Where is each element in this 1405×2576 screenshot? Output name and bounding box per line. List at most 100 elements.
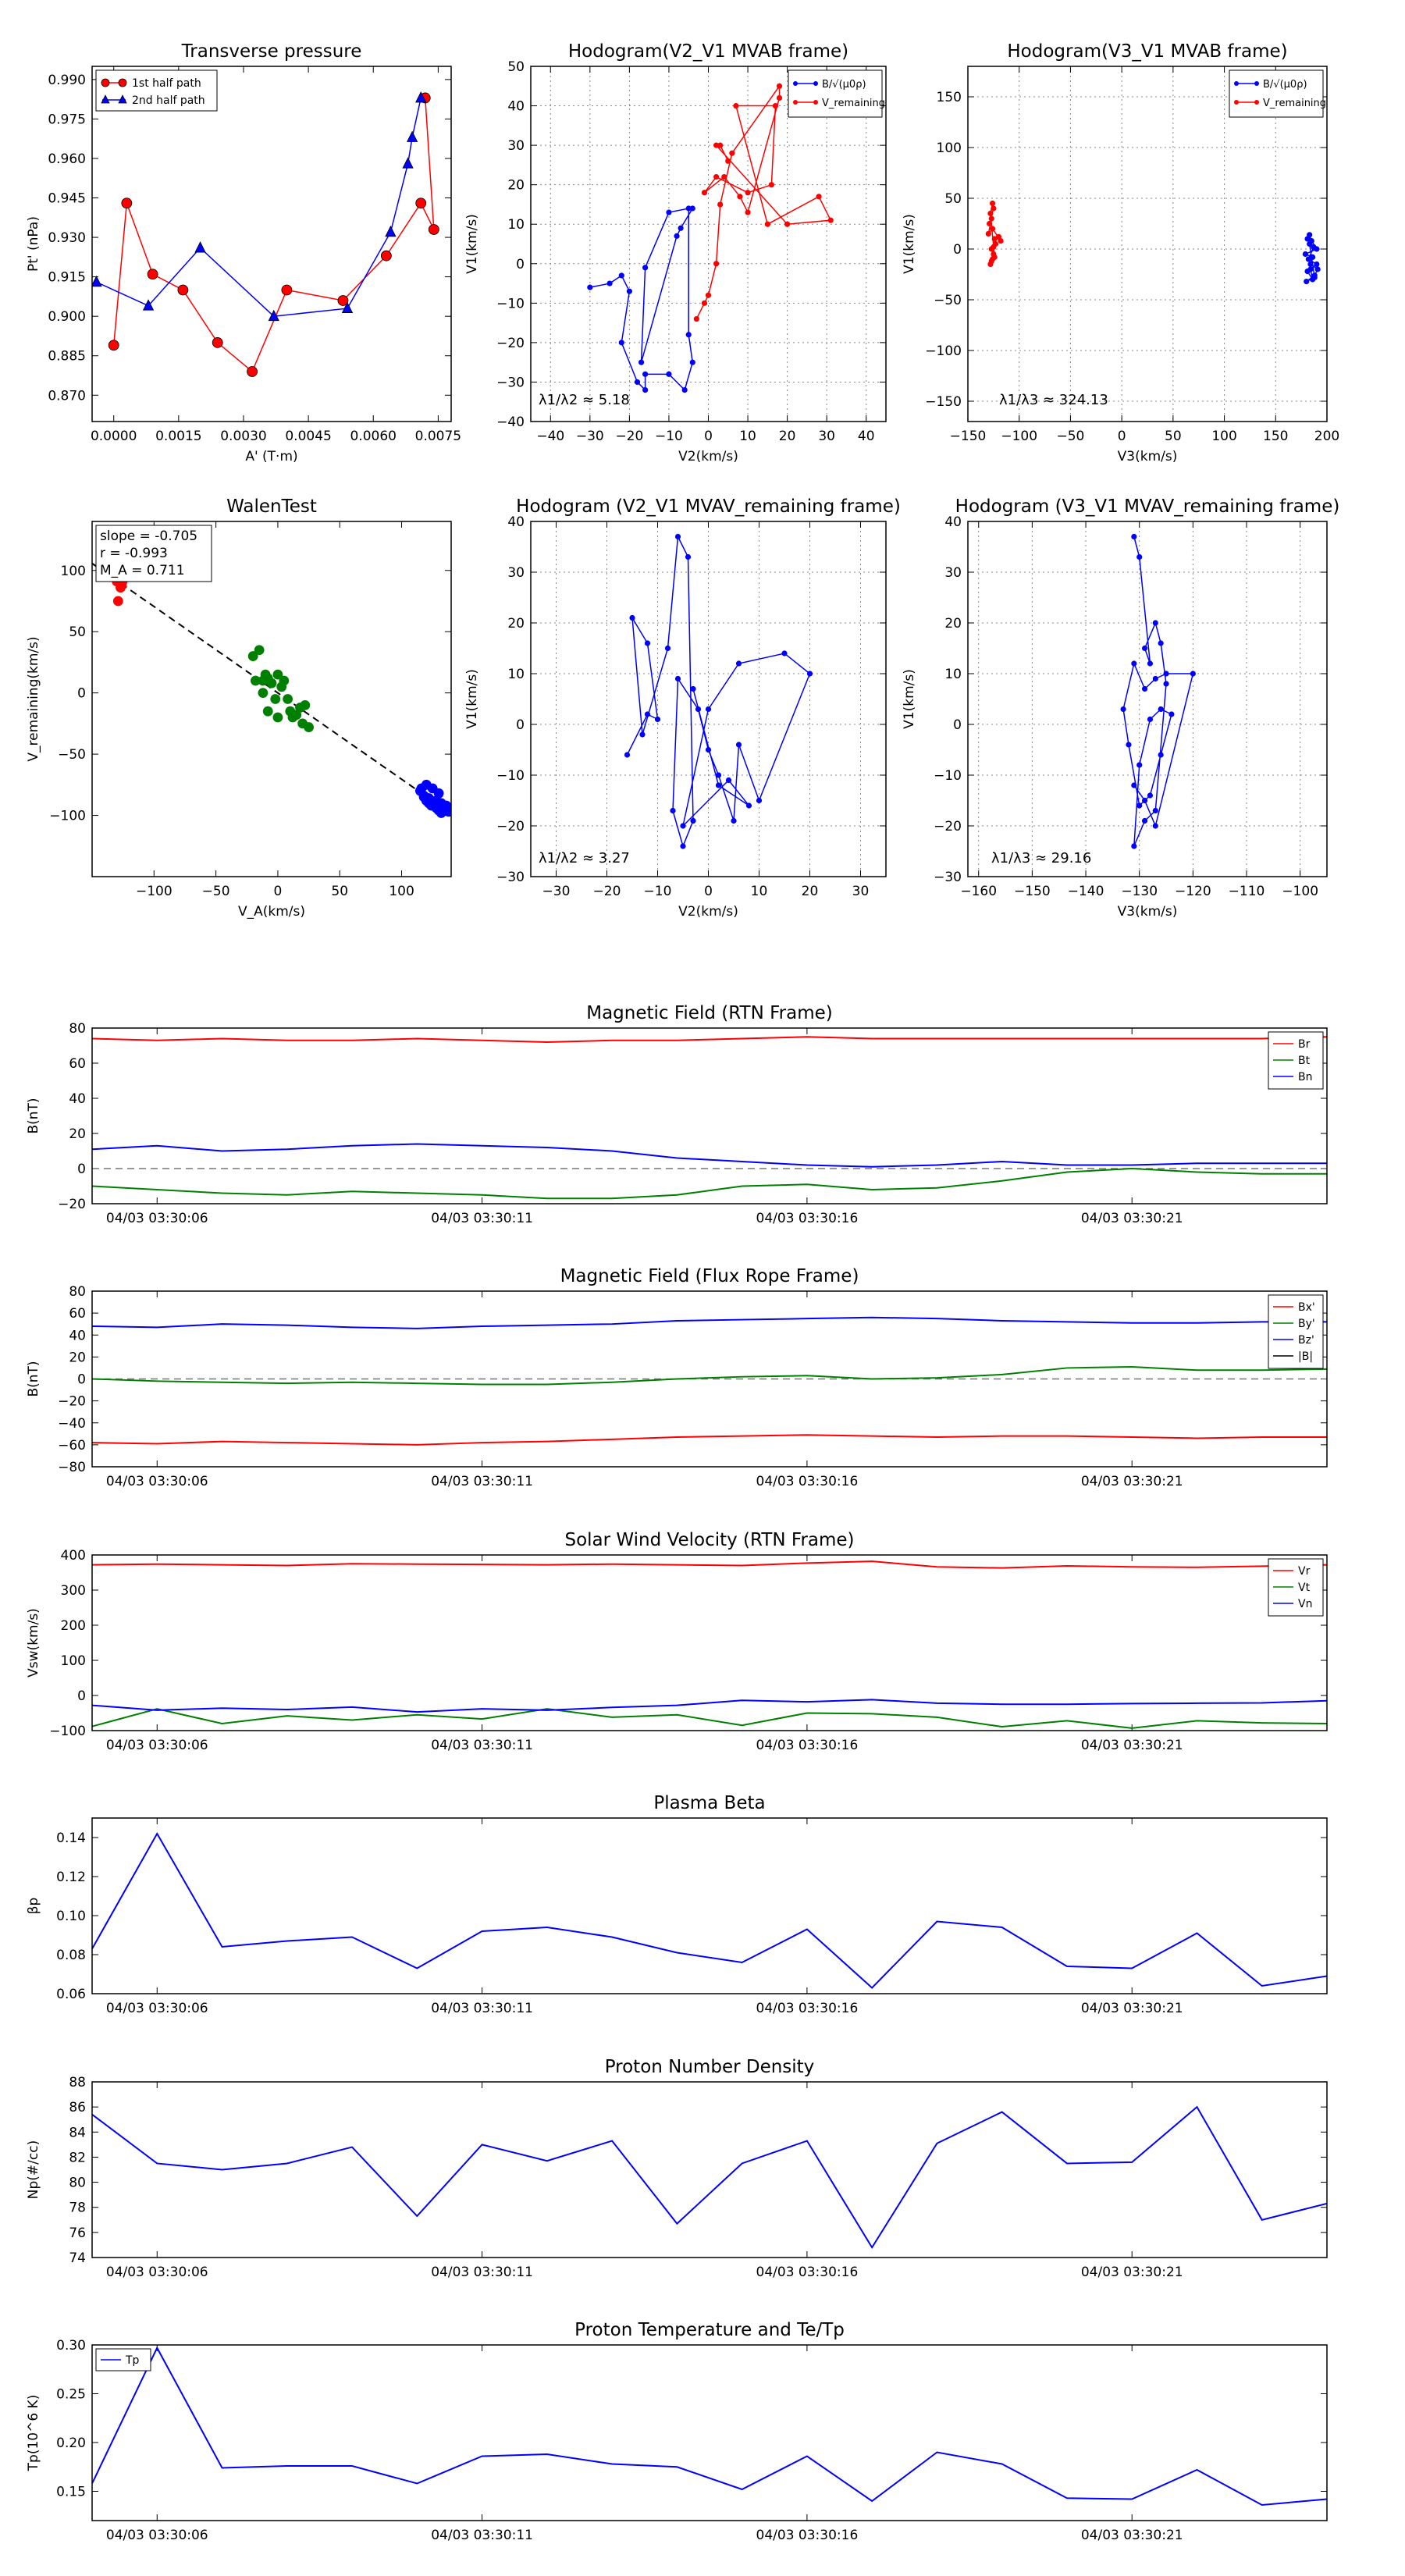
y-tick-label: −20 [496, 819, 525, 834]
x-tick-label: 50 [1165, 429, 1182, 444]
y-tick-label: 86 [69, 2100, 86, 2115]
data-point [250, 675, 261, 686]
eigen-ratio: λ1/λ2 ≈ 5.18 [539, 392, 630, 408]
data-point [735, 742, 742, 748]
fit-stat: slope = -0.705 [100, 528, 197, 544]
data-point [1131, 660, 1137, 667]
data-point [416, 783, 427, 794]
y-tick-label: −50 [934, 293, 962, 308]
y-tick-label: −100 [925, 343, 962, 359]
y-tick-label: 0.06 [56, 1987, 86, 2002]
data-point [108, 340, 119, 351]
series-line [92, 1560, 1327, 1569]
x-tick-label: 04/03 03:30:21 [1081, 2265, 1183, 2280]
y-tick-label: 100 [937, 141, 962, 156]
x-tick-label: −140 [1068, 884, 1104, 899]
data-point [764, 221, 770, 227]
chart-mag_rtn: 04/03 03:30:06 04/03 03:30:11 04/03 03:30:… [26, 1003, 1328, 1226]
data-point [737, 194, 743, 200]
data-point [666, 371, 672, 377]
data-point [1158, 640, 1164, 646]
legend-label: Vn [1298, 1598, 1312, 1610]
data-point [674, 233, 680, 239]
data-point [827, 217, 834, 223]
data-point [1158, 752, 1164, 758]
y-tick-label: 50 [507, 59, 525, 75]
y-tick-label: 200 [61, 1618, 86, 1634]
x-tick-label: −10 [644, 884, 672, 899]
data-point [118, 94, 127, 104]
data-point [1307, 232, 1313, 238]
data-point [689, 205, 695, 212]
y-axis-label: Np(#/cc) [26, 2140, 41, 2199]
data-point [606, 280, 613, 286]
data-point [784, 221, 791, 227]
legend-label: Bz' [1298, 1334, 1314, 1347]
data-point [701, 190, 708, 196]
y-tick-label: 100 [61, 564, 86, 579]
data-point [745, 190, 751, 196]
plot-series [92, 1316, 1327, 1446]
data-point [1147, 792, 1154, 799]
data-point [1314, 261, 1320, 268]
data-point [415, 91, 427, 103]
data-point [262, 706, 273, 717]
chart-vel_rtn: 04/03 03:30:06 04/03 03:30:11 04/03 03:30:… [26, 1530, 1328, 1753]
y-axis-label: Tp(10^6 K) [26, 2395, 41, 2472]
data-point [695, 706, 702, 713]
chart-h1: −40 −30 −20 −10 0 10 20 30 40 −40 −30 −20 −10 0 10 20 30… [464, 41, 887, 464]
x-tick-label: 20 [802, 884, 819, 899]
series-line [92, 2346, 1327, 2507]
data-point [745, 802, 752, 809]
data-point [1168, 711, 1175, 717]
data-point [806, 671, 813, 677]
y-tick-label: 50 [69, 624, 86, 640]
y-tick-label: 0.10 [56, 1909, 86, 1924]
data-point [634, 379, 641, 386]
data-point [385, 225, 397, 237]
x-tick-label: 40 [858, 429, 875, 444]
x-tick-label: 0 [704, 884, 713, 899]
data-point [258, 688, 269, 699]
data-point [268, 309, 279, 322]
data-point [781, 650, 788, 656]
chart-title: Hodogram(V2_V1 MVAB frame) [568, 41, 848, 62]
chart-title: Transverse pressure [181, 41, 362, 62]
legend-label: Bn [1298, 1071, 1312, 1083]
data-point [270, 694, 281, 704]
x-tick-label: 0.0015 [155, 429, 201, 444]
series-line [92, 1831, 1327, 1989]
data-point [705, 292, 712, 298]
data-point [642, 265, 649, 271]
data-point [690, 817, 696, 824]
chart-h4: −160 −150 −140 −130 −120 −110 −100−30−20−10010… [902, 496, 1339, 920]
y-axis-label: Vsw(km/s) [26, 1608, 41, 1678]
x-tick-label: 04/03 03:30:16 [756, 1211, 859, 1226]
y-tick-label: 0.25 [56, 2387, 86, 2403]
x-tick-label: −110 [1229, 884, 1265, 899]
data-point [715, 782, 722, 788]
x-tick-label: 04/03 03:30:11 [431, 1211, 533, 1226]
x-axis-label: A' (T·m) [245, 449, 297, 464]
x-tick-label: −160 [960, 884, 997, 899]
plot-border [530, 521, 887, 877]
legend-label: Tp [125, 2354, 140, 2367]
chart-title: Hodogram (V2_V1 MVAV_remaining frame) [516, 496, 901, 517]
series-line [92, 1434, 1327, 1446]
data-point [998, 237, 1004, 244]
data-point [654, 716, 661, 723]
data-point [725, 777, 732, 784]
chart-beta: 04/03 03:30:06 04/03 03:30:11 04/03 03:30:… [26, 1793, 1328, 2016]
data-point [272, 669, 283, 680]
y-tick-label: 0 [77, 686, 86, 702]
legend-label: V_remaining [822, 98, 885, 109]
y-tick-label: 0.945 [48, 191, 86, 207]
chart-mag_fr: 04/03 03:30:06 04/03 03:30:11 04/03 03:30:… [26, 1266, 1328, 1489]
data-point [1158, 706, 1164, 713]
legend-label: Bx' [1298, 1301, 1315, 1314]
data-point [1141, 817, 1148, 824]
data-point [624, 752, 631, 758]
data-point [1120, 706, 1126, 713]
data-point [735, 660, 742, 667]
x-tick-label: 200 [1314, 429, 1339, 444]
